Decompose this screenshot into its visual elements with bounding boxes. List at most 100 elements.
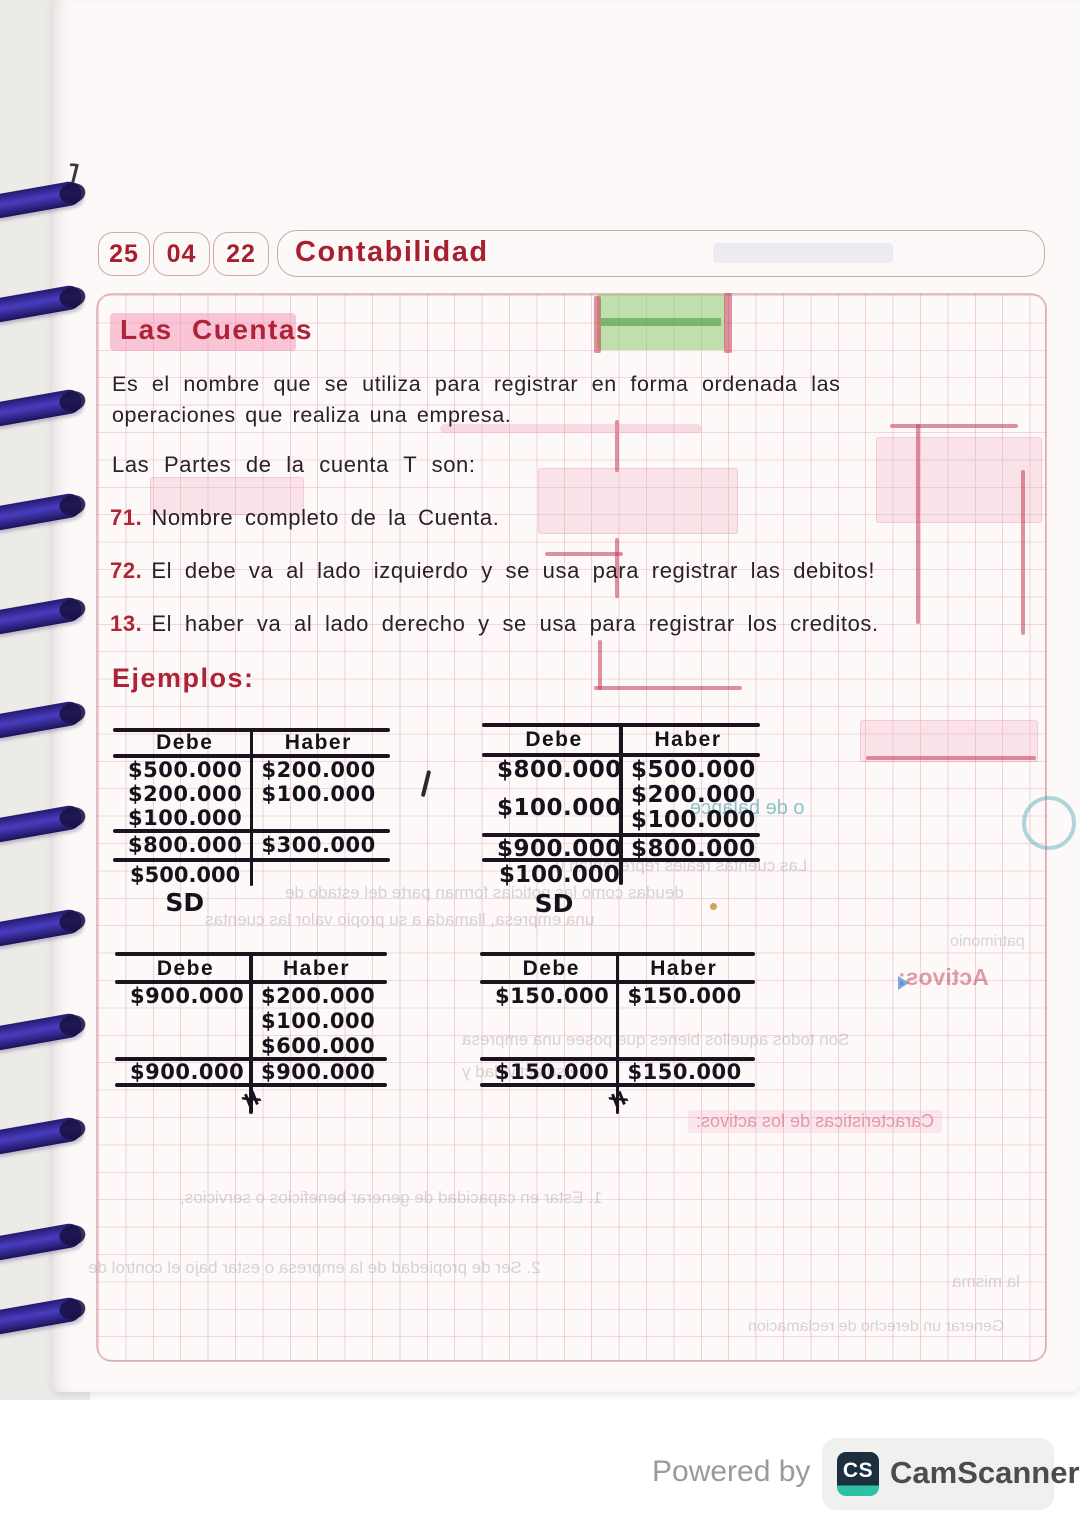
spiral-coil bbox=[0, 803, 84, 845]
list-item-1-number: 71. bbox=[110, 505, 143, 530]
t-account-2: Debe Haber $800.000 $100.000 $500.000 $20… bbox=[482, 723, 760, 918]
title-highlight bbox=[110, 313, 296, 351]
debe-header: Debe bbox=[525, 728, 583, 751]
list-item-2-number: 72. bbox=[110, 558, 143, 583]
spiral-coil bbox=[0, 1221, 84, 1263]
parts-heading: Las Partes de la cuenta T son: bbox=[112, 452, 476, 477]
haber-header: Haber bbox=[650, 957, 718, 980]
powered-by-label: Powered by bbox=[652, 1455, 811, 1488]
total-haber: $900.000 bbox=[261, 1060, 376, 1084]
spiral-coil bbox=[0, 907, 84, 949]
pink-smear bbox=[440, 424, 702, 433]
haber-entry: $200.000 bbox=[631, 782, 756, 808]
total-debe: $150.000 bbox=[495, 1060, 610, 1084]
bleedthrough-text: patrimonio bbox=[950, 933, 1025, 950]
spiral-coil bbox=[0, 1115, 84, 1157]
haber-header: Haber bbox=[284, 731, 352, 754]
balance-amount: $100.000 bbox=[499, 862, 620, 888]
red-ink-bleed bbox=[594, 296, 601, 353]
spiral-coil bbox=[0, 1011, 84, 1053]
green-highlight-bleed bbox=[597, 294, 725, 350]
total-haber: $800.000 bbox=[631, 836, 756, 862]
debe-header: Debe bbox=[522, 957, 580, 980]
t-account-1: Debe Haber $500.000 $200.000 $100.000 $20… bbox=[113, 728, 390, 917]
spiral-coil bbox=[0, 283, 84, 325]
subject-title: Contabilidad bbox=[295, 236, 489, 268]
haber-entry: $200.000 bbox=[261, 984, 376, 1008]
red-ink-bleed bbox=[598, 640, 602, 690]
spiral-coil bbox=[0, 699, 84, 741]
debe-entry: $100.000 bbox=[497, 795, 622, 821]
camscanner-badge[interactable]: CS CamScanner bbox=[822, 1438, 1080, 1510]
red-ink-bleed bbox=[916, 424, 920, 624]
pink-highlight-bleed bbox=[150, 477, 304, 515]
haber-entry: $150.000 bbox=[627, 984, 742, 1008]
camscanner-logo-icon: CS bbox=[837, 1452, 879, 1496]
teal-ink-bleed bbox=[1022, 796, 1076, 850]
debe-entry: $100.000 bbox=[128, 806, 243, 830]
list-item-3: 13. El haber va al lado derecho y se usa … bbox=[110, 611, 879, 637]
haber-entry: $100.000 bbox=[631, 807, 756, 833]
intro-line-2: operaciones que realiza una empresa. bbox=[112, 403, 512, 427]
red-ink-bleed bbox=[724, 293, 732, 353]
camscanner-brand: CamScanner bbox=[890, 1455, 1080, 1490]
red-ink-bleed bbox=[890, 424, 1018, 428]
subject-pill: Contabilidad bbox=[277, 230, 1045, 277]
page-title: Las Cuentas bbox=[120, 314, 313, 345]
total-haber: $300.000 bbox=[261, 833, 376, 857]
pink-highlight-bleed bbox=[860, 720, 1038, 762]
total-haber: $150.000 bbox=[627, 1060, 742, 1084]
red-ink-bleed bbox=[1021, 470, 1025, 635]
bleedthrough-text: Activos: bbox=[898, 964, 989, 990]
spiral-coil bbox=[0, 179, 84, 221]
bleedthrough-text: 1. Estar en capacidad de generar benefic… bbox=[180, 1188, 603, 1207]
examples-heading: Ejemplos: bbox=[112, 663, 255, 693]
bleedthrough-text: Caracteristicas de los activos: bbox=[688, 1110, 943, 1133]
t-account-3: Debe Haber $900.000 $200.000 $100.000 $60… bbox=[115, 952, 387, 1114]
ink-speck bbox=[710, 903, 717, 910]
haber-entry: $600.000 bbox=[261, 1034, 376, 1058]
list-item-3-text: El haber va al lado derecho y se usa par… bbox=[151, 611, 879, 636]
spiral-coil bbox=[0, 1295, 84, 1337]
haber-header: Haber bbox=[654, 728, 722, 751]
pink-highlight-bleed bbox=[876, 437, 1042, 523]
bleedthrough-text: 2. Ser de propiedad de la empresa o esta… bbox=[88, 1258, 541, 1277]
camscanner-logo-letters: CS bbox=[842, 1459, 874, 1482]
bleedthrough-text: Generar un derecho de reclamacion bbox=[748, 1318, 1005, 1335]
list-item-1: 71. Nombre completo de la Cuenta. bbox=[110, 505, 499, 531]
list-item-2-text: El debe va al lado izquierdo y se usa pa… bbox=[151, 558, 876, 583]
debe-entry: $900.000 bbox=[130, 984, 245, 1008]
haber-header: Haber bbox=[282, 957, 351, 980]
total-debe: $800.000 bbox=[128, 833, 243, 857]
list-item-3-number: 13. bbox=[110, 611, 143, 636]
haber-entry: $100.000 bbox=[261, 1009, 376, 1033]
blue-arrow-bleed bbox=[898, 976, 909, 990]
debe-header: Debe bbox=[156, 957, 215, 980]
haber-entry: $200.000 bbox=[261, 758, 376, 782]
intro-line-1: Es el nombre que se utiliza para registr… bbox=[112, 372, 841, 396]
total-debe: $900.000 bbox=[497, 836, 622, 862]
total-debe: $900.000 bbox=[130, 1060, 245, 1084]
spiral-coil bbox=[0, 595, 84, 637]
spiral-coil bbox=[0, 387, 84, 429]
debe-entry: $200.000 bbox=[128, 782, 243, 806]
spiral-binding bbox=[0, 0, 110, 1392]
list-item-1-text: Nombre completo de la Cuenta. bbox=[151, 505, 500, 530]
balance-label: SD bbox=[534, 889, 574, 918]
pink-highlight-bleed bbox=[538, 468, 738, 534]
debe-entry: $500.000 bbox=[128, 758, 243, 782]
list-item-2: 72. El debe va al lado izquierdo y se usa… bbox=[110, 558, 875, 584]
debe-entry: $150.000 bbox=[495, 984, 610, 1008]
haber-entry: $100.000 bbox=[261, 782, 376, 806]
grid-frame bbox=[96, 293, 1047, 1362]
haber-entry: $500.000 bbox=[631, 757, 756, 783]
erased-scribble bbox=[713, 243, 893, 263]
balance-label: SD bbox=[165, 888, 205, 917]
t-account-4: Debe Haber $150.000 $150.000 $150.000 $15… bbox=[480, 952, 755, 1114]
red-ink-bleed bbox=[615, 420, 619, 472]
red-ink-bleed bbox=[866, 756, 1036, 760]
red-ink-bleed bbox=[594, 686, 742, 690]
red-ink-bleed bbox=[615, 538, 619, 598]
bleedthrough-text: la misma bbox=[952, 1272, 1021, 1291]
